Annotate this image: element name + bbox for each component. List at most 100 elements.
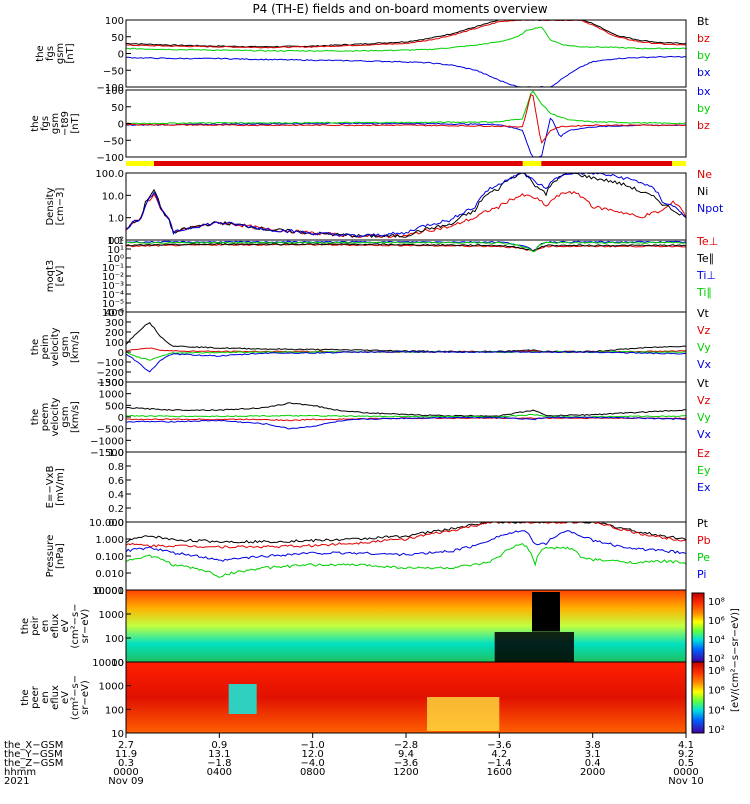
legend-entry: Pb: [697, 534, 711, 547]
y-axis-label: [eV]: [55, 266, 66, 287]
y-axis-label: [nT]: [65, 43, 76, 63]
y-axis-label: peer: [30, 685, 41, 709]
y-axis-label: peir: [30, 615, 41, 635]
spectrogram-gap: [494, 632, 574, 662]
series-ni: [125, 172, 687, 239]
colorbar-tick-label: 10²: [708, 654, 725, 665]
y-tick-label: −50: [103, 136, 124, 147]
y-tick-label: 10²: [107, 236, 124, 247]
colorbar-strip: [691, 661, 705, 734]
y-tick-label: 50: [111, 33, 124, 44]
panel-2: 100 50 0 −50 −100 the fgs gsm −t89 [nT] bx by bz: [30, 85, 711, 164]
y-tick-label: 100: [105, 16, 124, 27]
legend-entry: Ey: [697, 464, 711, 477]
y-axis-label: sr−eV): [80, 680, 91, 715]
x-gsm-value: −2.8: [394, 740, 418, 751]
legend-entry: Ti∥: [696, 286, 712, 299]
y-tick-label: 10: [111, 658, 124, 669]
y-tick-label: 10⁻¹: [102, 263, 124, 274]
y-tick-label: 10¹: [107, 245, 124, 256]
series-bx: [125, 117, 687, 158]
mode-bar-fill: [126, 161, 686, 166]
y-axis-label: peem: [40, 403, 51, 431]
y-tick-label: 10⁰: [107, 254, 124, 265]
y-axis-label: eflux: [50, 685, 61, 710]
y-gsm-value: 12.0: [302, 749, 324, 760]
x-gsm-value: 0.9: [211, 740, 227, 751]
y-tick-label: 1.0: [108, 214, 124, 225]
y-tick-label: 10⁻⁴: [102, 290, 124, 301]
panel-10: 10000 1000 100 10 the peer en eflux eV (cm²−s− sr−…: [20, 658, 687, 740]
spectrogram-feature: [228, 684, 257, 714]
y-tick-label: 1.000: [95, 535, 124, 546]
y-axis-label: the: [30, 409, 41, 425]
x-row-label: the_X−GSM: [4, 740, 63, 751]
legend-entry: Vx: [697, 428, 712, 441]
y-tick-label: 0.001: [95, 586, 124, 597]
y-tick-label: 0: [118, 413, 124, 424]
panel-9: 10000 1000 100 10 the peir en eflux eV (cm²−s− sr−…: [20, 586, 687, 669]
y-axis-label: the: [35, 45, 46, 61]
y-axis-label: eflux: [50, 614, 61, 639]
y-axis-label: [km/s]: [70, 331, 81, 363]
legend-entry: Pe: [697, 551, 710, 564]
panel-frame: [125, 521, 687, 591]
legend-entry: Vy: [697, 411, 711, 424]
series-by: [125, 90, 687, 125]
mode-bar: [126, 161, 686, 166]
time-label: 1600: [487, 767, 512, 778]
series-vx: [125, 350, 687, 373]
y-tick-label: 0.4: [108, 490, 124, 501]
y-tick-label: −100: [97, 153, 124, 164]
y-axis-label: Density: [45, 187, 56, 225]
legend-entry: bx: [697, 85, 711, 98]
x-gsm-value: 2.7: [118, 740, 134, 751]
y-axis-label: the: [30, 339, 41, 355]
y-tick-label: 50: [111, 103, 124, 114]
colorbar-strip: [691, 592, 705, 663]
legend-entry: bz: [697, 32, 710, 45]
y-axis-label: [nPa]: [55, 543, 66, 569]
y-axis-label: gsm: [60, 336, 71, 357]
legend-entry: Vt: [697, 307, 710, 320]
colorbar-tick-label: 10⁸: [708, 666, 725, 677]
y-tick-label: 200: [105, 328, 124, 339]
series-ti: [125, 241, 687, 253]
y-axis-label: Pressure: [45, 535, 56, 578]
z-gsm-value: −4.0: [301, 758, 325, 769]
time-label: 0000: [673, 767, 698, 778]
y-gsm-value: 9.4: [398, 749, 414, 760]
y-axis-label: velocity: [50, 397, 61, 436]
y-gsm-value: 13.1: [208, 749, 230, 760]
y-tick-label: −200: [97, 368, 124, 379]
y-tick-label: −50: [103, 66, 124, 77]
x-row-label: hhmm: [4, 767, 36, 778]
legend-entry: Te∥: [696, 252, 714, 265]
y-axis-label: velocity: [50, 327, 61, 366]
y-tick-label: 0.010: [95, 569, 124, 580]
y-axis-label: the: [20, 618, 31, 634]
x-gsm-value: −3.6: [487, 740, 511, 751]
y-tick-label: 0.0: [108, 518, 124, 529]
series-ne: [125, 190, 687, 239]
z-gsm-value: 0.5: [678, 758, 694, 769]
legend-entry: by: [697, 49, 711, 62]
z-gsm-value: 0.3: [118, 758, 134, 769]
series-bt: [126, 19, 687, 48]
time-label: 0400: [207, 767, 232, 778]
legend-entry: bz: [697, 119, 710, 132]
series-vx: [125, 416, 687, 430]
series-vy: [125, 413, 687, 418]
y-tick-label: 1000: [99, 390, 124, 401]
y-gsm-value: 11.9: [115, 749, 137, 760]
z-gsm-value: 0.4: [585, 758, 601, 769]
x-gsm-value: −1.0: [301, 740, 325, 751]
date-label: Nov 10: [668, 776, 703, 787]
y-axis-label: (cm²−s−: [70, 603, 81, 648]
x-gsm-value: 4.1: [678, 740, 694, 751]
panel-1: 100 50 0 −50 −100 the fgs gsm [nT] Bt bz by bx: [35, 15, 711, 94]
colorbar-label: [eV/(cm²−s−sr−eV)]: [730, 608, 741, 712]
spectrogram-gap: [532, 592, 560, 632]
